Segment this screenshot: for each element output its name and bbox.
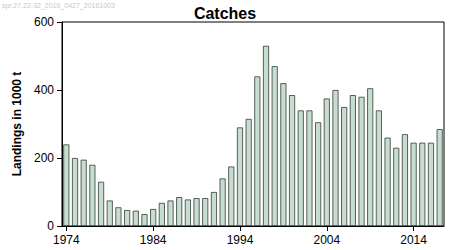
svg-text:600: 600 bbox=[34, 15, 54, 29]
svg-text:Landings in 1000 t: Landings in 1000 t bbox=[10, 72, 24, 177]
svg-text:1994: 1994 bbox=[227, 233, 254, 247]
svg-text:2004: 2004 bbox=[313, 233, 340, 247]
svg-text:1984: 1984 bbox=[140, 233, 167, 247]
svg-text:400: 400 bbox=[34, 83, 54, 97]
svg-text:spr.27.22-32_2016_0427_2016100: spr.27.22-32_2016_0427_20161003 bbox=[2, 2, 115, 10]
svg-text:2014: 2014 bbox=[400, 233, 427, 247]
svg-text:200: 200 bbox=[34, 151, 54, 165]
svg-text:0: 0 bbox=[47, 219, 54, 233]
svg-text:1974: 1974 bbox=[53, 233, 80, 247]
svg-text:Catches: Catches bbox=[194, 5, 256, 22]
